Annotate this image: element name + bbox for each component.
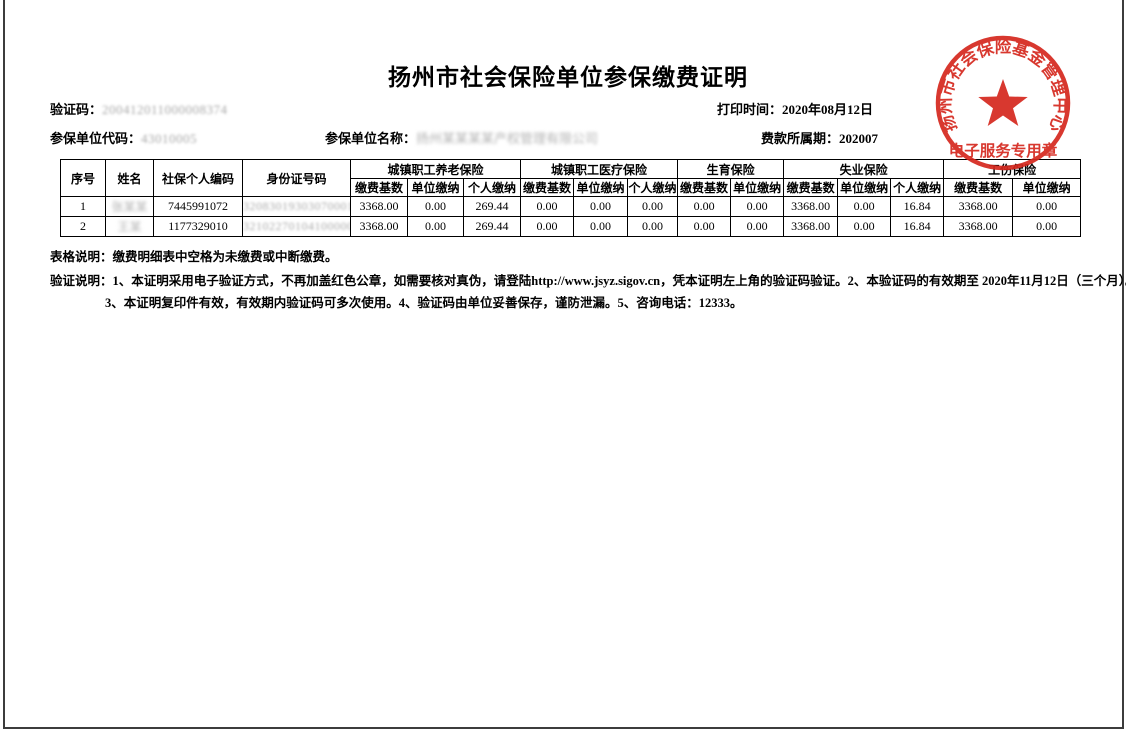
cell-pension-personal: 269.44: [462, 216, 522, 237]
group-header-medical: 城镇职工医疗保险: [520, 159, 679, 179]
subcol-medical-base: 缴费基数: [520, 178, 575, 197]
seal-bottom-text: 电子服务专用章: [949, 141, 1058, 160]
subcol-maternity-base: 缴费基数: [677, 178, 732, 197]
cell-medical-base: 0.00: [520, 196, 575, 217]
cell-maternity-base: 0.00: [677, 216, 732, 237]
subcol-unemployment-employer: 单位缴纳: [837, 178, 892, 197]
subcol-pension-employer: 单位缴纳: [407, 178, 464, 197]
redacted-id-text: 320830193030700010: [243, 199, 351, 213]
verify-note-line1: 验证说明：1、本证明采用电子验证方式，不再加盖红色公章，如需要核对真伪，请登陆h…: [50, 270, 1126, 289]
seal-star-icon: [978, 79, 1028, 126]
cell-seq: 1: [60, 196, 106, 217]
document-page: 扬州市社会保险单位参保缴费证明 验证码：200412011000008374 打…: [3, 0, 1126, 729]
verify-code-row: 验证码：200412011000008374: [50, 99, 228, 118]
cell-injury-employer: 0.00: [1012, 216, 1082, 237]
insurance-table: 序号 姓名 社保个人编码 身份证号码 城镇职工养老保险 城镇职工医疗保险 生育保…: [60, 159, 1082, 237]
unit-code-row: 参保单位代码：43010005: [50, 128, 197, 147]
col-header-personal-code: 社保个人编码: [153, 159, 243, 197]
subcol-pension-base: 缴费基数: [350, 178, 408, 197]
verify-note-text2: 3、本证明复印件有效，有效期内验证码可多次使用。4、验证码由单位妥善保存，谨防泄…: [105, 296, 743, 310]
cell-injury-base: 3368.00: [943, 216, 1014, 237]
verify-note-label: 验证说明：: [50, 274, 113, 288]
subcol-pension-personal: 个人缴纳: [462, 178, 522, 197]
cell-maternity-base: 0.00: [677, 196, 732, 217]
cell-pension-base: 3368.00: [350, 216, 408, 237]
cell-maternity-employer: 0.00: [730, 216, 785, 237]
cell-name-redacted: 王某: [105, 216, 154, 237]
cell-medical-personal: 0.00: [627, 216, 679, 237]
cell-pension-base: 3368.00: [350, 196, 408, 217]
col-header-seq: 序号: [60, 159, 106, 197]
table-note-line: 表格说明：缴费明细表中空格为未缴费或中断缴费。: [50, 246, 338, 265]
redacted-name-text: 王某: [117, 220, 142, 234]
cell-pension-personal: 269.44: [462, 196, 522, 217]
cell-unemployment-personal: 16.84: [890, 216, 945, 237]
cell-unemployment-base: 3368.00: [783, 196, 839, 217]
cell-injury-employer: 0.00: [1012, 196, 1082, 217]
print-time-value: 2020年08月12日: [782, 102, 874, 117]
cell-unemployment-employer: 0.00: [837, 196, 892, 217]
cell-medical-personal: 0.00: [627, 196, 679, 217]
col-header-name: 姓名: [105, 159, 154, 197]
cell-personal-code: 7445991072: [153, 196, 243, 217]
cell-id-redacted: 321022701041000003: [242, 216, 351, 237]
cell-unemployment-personal: 16.84: [890, 196, 945, 217]
verify-code-label: 验证码：: [50, 102, 103, 117]
table-note-label: 表格说明：: [50, 250, 113, 264]
cell-medical-employer: 0.00: [573, 196, 629, 217]
subcol-maternity-employer: 单位缴纳: [730, 178, 785, 197]
cell-unemployment-employer: 0.00: [837, 216, 892, 237]
cell-medical-employer: 0.00: [573, 216, 629, 237]
redacted-id-text: 321022701041000003: [243, 219, 351, 233]
subcol-medical-personal: 个人缴纳: [627, 178, 679, 197]
subcol-unemployment-base: 缴费基数: [783, 178, 839, 197]
unit-name-label: 参保单位名称：: [325, 131, 417, 146]
unit-code-value-redacted: 43010005: [141, 131, 198, 146]
cell-injury-base: 3368.00: [943, 196, 1014, 217]
print-time-label: 打印时间：: [717, 102, 783, 117]
cell-medical-base: 0.00: [520, 216, 575, 237]
cell-unemployment-base: 3368.00: [783, 216, 839, 237]
cell-id-redacted: 320830193030700010: [242, 196, 351, 217]
table-row: 2 王某 1177329010 321022701041000003 3368.…: [60, 216, 1082, 237]
print-time-row: 打印时间：2020年08月12日: [717, 99, 873, 118]
period-value: 202007: [839, 131, 879, 146]
cell-pension-employer: 0.00: [407, 216, 464, 237]
unit-name-row: 参保单位名称：扬州某某某某产权管理有限公司: [325, 128, 598, 147]
redacted-name-text: 张某某: [111, 200, 148, 214]
cell-maternity-employer: 0.00: [730, 196, 785, 217]
page-title: 扬州市社会保险单位参保缴费证明: [388, 65, 748, 90]
cell-personal-code: 1177329010: [153, 216, 243, 237]
subcol-injury-employer: 单位缴纳: [1012, 178, 1082, 197]
cell-name-redacted: 张某某: [105, 196, 154, 217]
col-header-id-number: 身份证号码: [242, 159, 351, 197]
unit-name-value-redacted: 扬州某某某某产权管理有限公司: [416, 131, 599, 146]
subcol-injury-base: 缴费基数: [943, 178, 1014, 197]
verify-note-text1: 1、本证明采用电子验证方式，不再加盖红色公章，如需要核对真伪，请登陆http:/…: [112, 274, 1126, 288]
period-label: 费款所属期：: [761, 131, 840, 146]
cell-seq: 2: [60, 216, 106, 237]
seal-ring: [935, 35, 1071, 171]
verify-note-line2: 3、本证明复印件有效，有效期内验证码可多次使用。4、验证码由单位妥善保存，谨防泄…: [105, 292, 743, 311]
table-note-text: 缴费明细表中空格为未缴费或中断缴费。: [112, 250, 338, 264]
subcol-unemployment-personal: 个人缴纳: [890, 178, 945, 197]
subcol-medical-employer: 单位缴纳: [573, 178, 629, 197]
cell-pension-employer: 0.00: [407, 196, 464, 217]
period-row: 费款所属期：202007: [761, 128, 878, 147]
table-row: 1 张某某 7445991072 320830193030700010 3368…: [60, 196, 1082, 217]
electronic-seal-stamp: 扬州市社会保险基金管理中心 电子服务专用章: [935, 35, 1071, 171]
group-header-pension: 城镇职工养老保险: [349, 159, 522, 179]
group-header-maternity: 生育保险: [677, 159, 785, 179]
unit-code-label: 参保单位代码：: [50, 131, 142, 146]
verify-code-value-redacted: 200412011000008374: [102, 102, 228, 117]
group-header-unemployment: 失业保险: [783, 159, 945, 179]
